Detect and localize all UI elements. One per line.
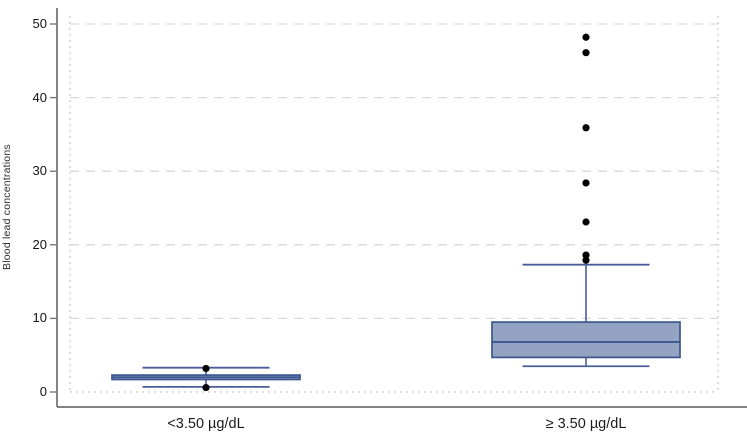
outlier-dot xyxy=(582,124,590,132)
box-rect xyxy=(491,321,681,359)
y-tick-label: 50 xyxy=(32,16,47,31)
outlier-dot xyxy=(582,49,590,57)
y-axis-title: Blood lead concentrations xyxy=(1,144,13,271)
x-category-label: ≥ 3.50 µg/dL xyxy=(545,416,627,432)
y-tick-label: 40 xyxy=(32,89,47,105)
outlier-dot xyxy=(582,33,590,41)
outlier-dot xyxy=(582,256,590,264)
outlier-dot xyxy=(202,383,210,392)
y-tick-label: 0 xyxy=(39,384,47,399)
y-tick-label: 20 xyxy=(32,236,47,252)
x-category-label: <3.50 µg/dL xyxy=(167,416,245,432)
y-tick-label: 30 xyxy=(32,163,47,179)
outlier-dot xyxy=(582,179,590,187)
outlier-dot xyxy=(582,218,590,226)
y-tick-label: 10 xyxy=(32,310,47,326)
outlier-dot xyxy=(202,364,210,373)
outlier-dot xyxy=(582,251,590,259)
